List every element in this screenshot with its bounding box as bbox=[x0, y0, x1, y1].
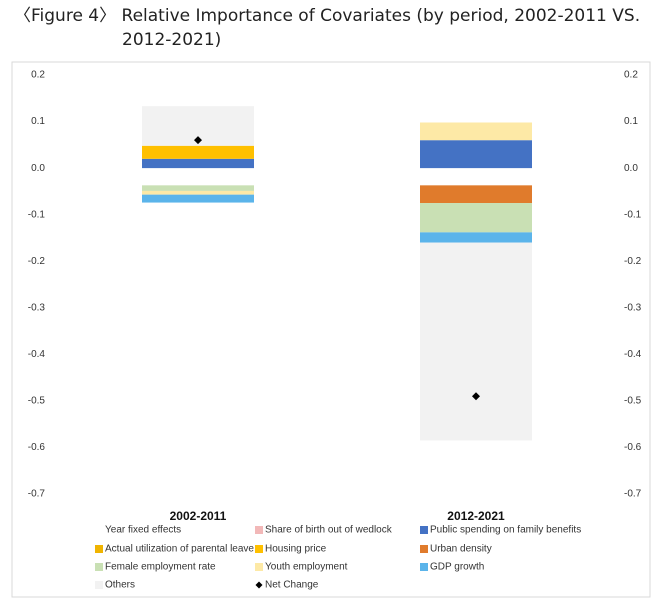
legend-swatch bbox=[95, 581, 103, 589]
legend-label: Public spending on family benefits bbox=[430, 525, 581, 536]
legend-label: Actual utilization of parental leave bbox=[105, 544, 254, 555]
y2-tick-label: -0.4 bbox=[624, 349, 642, 360]
net-change-marker bbox=[194, 136, 202, 145]
legend-marker bbox=[255, 581, 263, 589]
legend-label: Youth employment bbox=[265, 562, 348, 573]
legend-swatch bbox=[95, 563, 103, 571]
bar-segment bbox=[420, 242, 532, 441]
y2-tick-label: 0.1 bbox=[624, 116, 638, 127]
legend-swatch bbox=[255, 545, 263, 553]
x-tick-label: 2012-2021 bbox=[447, 509, 505, 523]
legend-label: Year fixed effects bbox=[105, 525, 181, 536]
legend-swatch bbox=[420, 526, 428, 534]
legend-swatch bbox=[95, 526, 103, 534]
y2-tick-label: 0.2 bbox=[624, 70, 638, 81]
y-tick-label: -0.3 bbox=[28, 302, 46, 313]
y-tick-label: 0.1 bbox=[31, 116, 45, 127]
bar-segment bbox=[420, 232, 532, 243]
legend-swatch bbox=[255, 526, 263, 534]
legend-label: Female employment rate bbox=[105, 562, 216, 573]
bar-segment bbox=[142, 158, 254, 169]
bar-segment bbox=[420, 203, 532, 233]
bar-segment bbox=[420, 185, 532, 204]
legend-swatch bbox=[95, 545, 103, 553]
legend-label: Share of birth out of wedlock bbox=[265, 525, 393, 536]
legend-label: GDP growth bbox=[430, 562, 484, 573]
y2-tick-label: -0.2 bbox=[624, 256, 642, 267]
y-tick-label: -0.6 bbox=[28, 442, 46, 453]
y-tick-label: 0.2 bbox=[31, 70, 45, 81]
bar-segment bbox=[142, 168, 254, 186]
legend-label: Net Change bbox=[265, 580, 319, 591]
net-change-marker bbox=[472, 392, 480, 401]
y2-tick-label: -0.5 bbox=[624, 396, 642, 407]
legend-swatch bbox=[420, 563, 428, 571]
y2-tick-label: -0.7 bbox=[624, 489, 642, 500]
bar-segment bbox=[142, 145, 254, 159]
bar-segment bbox=[142, 190, 254, 195]
y-tick-label: -0.2 bbox=[28, 256, 46, 267]
legend-label: Housing price bbox=[265, 544, 327, 555]
y-tick-label: 0.0 bbox=[31, 163, 45, 174]
bar-segment bbox=[142, 185, 254, 191]
y-tick-label: -0.7 bbox=[28, 489, 46, 500]
legend-swatch bbox=[255, 563, 263, 571]
legend-label: Urban density bbox=[430, 544, 492, 555]
y-tick-label: -0.5 bbox=[28, 396, 46, 407]
y2-tick-label: -0.1 bbox=[624, 209, 642, 220]
chart-title: 2012-2021) bbox=[122, 30, 221, 50]
chart-title: 〈Figure 4〉 Relative Importance of Covari… bbox=[14, 6, 640, 26]
bar-segment bbox=[142, 194, 254, 203]
legend-swatch bbox=[420, 545, 428, 553]
plot-frame bbox=[11, 61, 651, 598]
y2-tick-label: -0.6 bbox=[624, 442, 642, 453]
x-tick-label: 2002-2011 bbox=[170, 509, 227, 523]
bar-segment bbox=[420, 168, 532, 186]
y2-tick-label: -0.3 bbox=[624, 302, 642, 313]
bar-segment bbox=[420, 140, 532, 169]
bar-segment bbox=[420, 122, 532, 141]
y-tick-label: -0.4 bbox=[28, 349, 46, 360]
y-tick-label: -0.1 bbox=[28, 209, 46, 220]
legend-label: Others bbox=[105, 580, 135, 591]
y2-tick-label: 0.0 bbox=[624, 163, 638, 174]
